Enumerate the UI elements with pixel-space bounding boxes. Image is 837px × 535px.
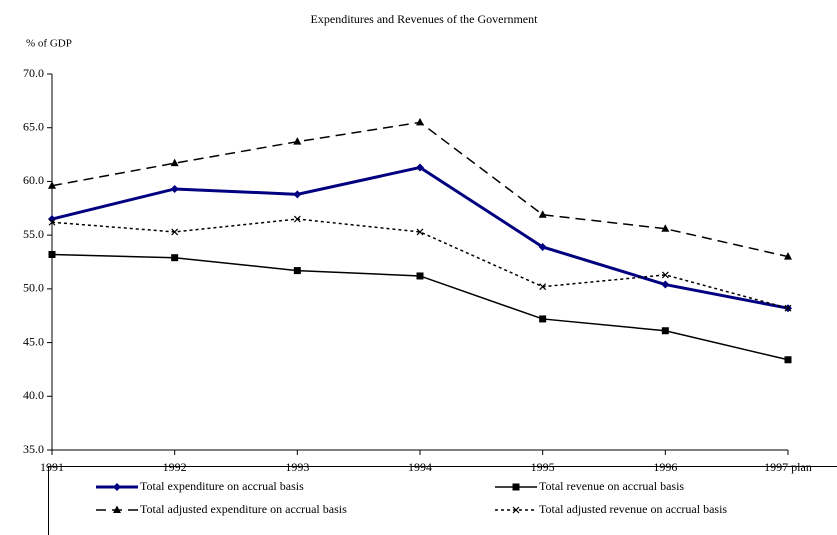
legend-box (48, 466, 837, 535)
y-tick-label: 45.0 (23, 334, 44, 348)
legend-marker (512, 483, 520, 491)
data-point (48, 218, 56, 226)
data-point (539, 283, 547, 291)
data-point (661, 280, 670, 289)
y-tick-label: 50.0 (23, 281, 44, 295)
data-point (538, 210, 547, 218)
legend-marker (512, 506, 520, 514)
data-point (661, 224, 670, 232)
data-point (293, 137, 302, 145)
data-point (48, 250, 56, 258)
legend-marker (113, 483, 121, 491)
y-tick-label: 70.0 (23, 66, 44, 80)
data-point (171, 228, 179, 236)
y-tick-label: 35.0 (23, 442, 44, 456)
legend-marker (113, 505, 121, 513)
chart-title: Expenditures and Revenues of the Governm… (311, 12, 539, 26)
data-point (293, 190, 302, 199)
data-point (416, 117, 424, 126)
data-point (661, 271, 669, 279)
data-point (293, 267, 301, 275)
data-point (661, 327, 669, 335)
data-point (416, 272, 424, 280)
data-point (784, 252, 792, 260)
data-point (538, 242, 547, 251)
series-line (51, 121, 789, 258)
data-point (539, 315, 547, 323)
legend-label: Total adjusted revenue on accrual basis (539, 502, 727, 516)
legend-label: Total adjusted expenditure on accrual ba… (140, 502, 347, 516)
series-line (51, 253, 789, 361)
data-point (293, 215, 301, 223)
y-tick-label: 55.0 (23, 227, 44, 241)
legend-label: Total revenue on accrual basis (539, 479, 684, 493)
y-tick-label: 60.0 (23, 173, 44, 187)
data-point (416, 228, 424, 236)
data-point (170, 158, 179, 167)
data-point (171, 254, 179, 262)
data-point (784, 356, 792, 364)
series-line (51, 165, 789, 310)
data-point (170, 184, 179, 193)
legend-label: Total expenditure on accrual basis (140, 479, 304, 493)
data-point (416, 163, 424, 172)
data-point (48, 181, 56, 189)
y-tick-label: 65.0 (23, 119, 44, 133)
data-point (784, 304, 792, 312)
y-axis-label: % of GDP (26, 38, 72, 50)
y-tick-label: 40.0 (23, 388, 44, 402)
